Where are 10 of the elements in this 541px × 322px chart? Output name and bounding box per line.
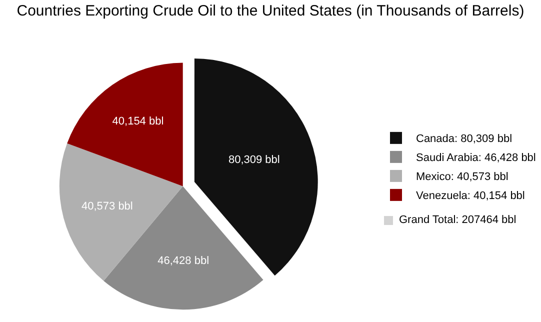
chart-title: Countries Exporting Crude Oil to the United States (in Thousands of Barrels) (16, 2, 524, 20)
legend-label: Venezuela: 40,154 bbl (416, 190, 525, 202)
data-label: 40,154 bbl (112, 116, 164, 128)
data-label: 40,573 bbl (81, 200, 133, 212)
legend-label: Saudi Arabia: 46,428 bbl (416, 152, 536, 164)
legend-label: Mexico: 40,573 bbl (416, 171, 508, 184)
text: Grand Total: 207464 bbl (399, 214, 516, 226)
legend-label: Canada: 80,309 bbl (416, 133, 512, 146)
data-label: 80,309 bbl (228, 154, 280, 166)
data-label: 46,428 bbl (158, 255, 210, 268)
